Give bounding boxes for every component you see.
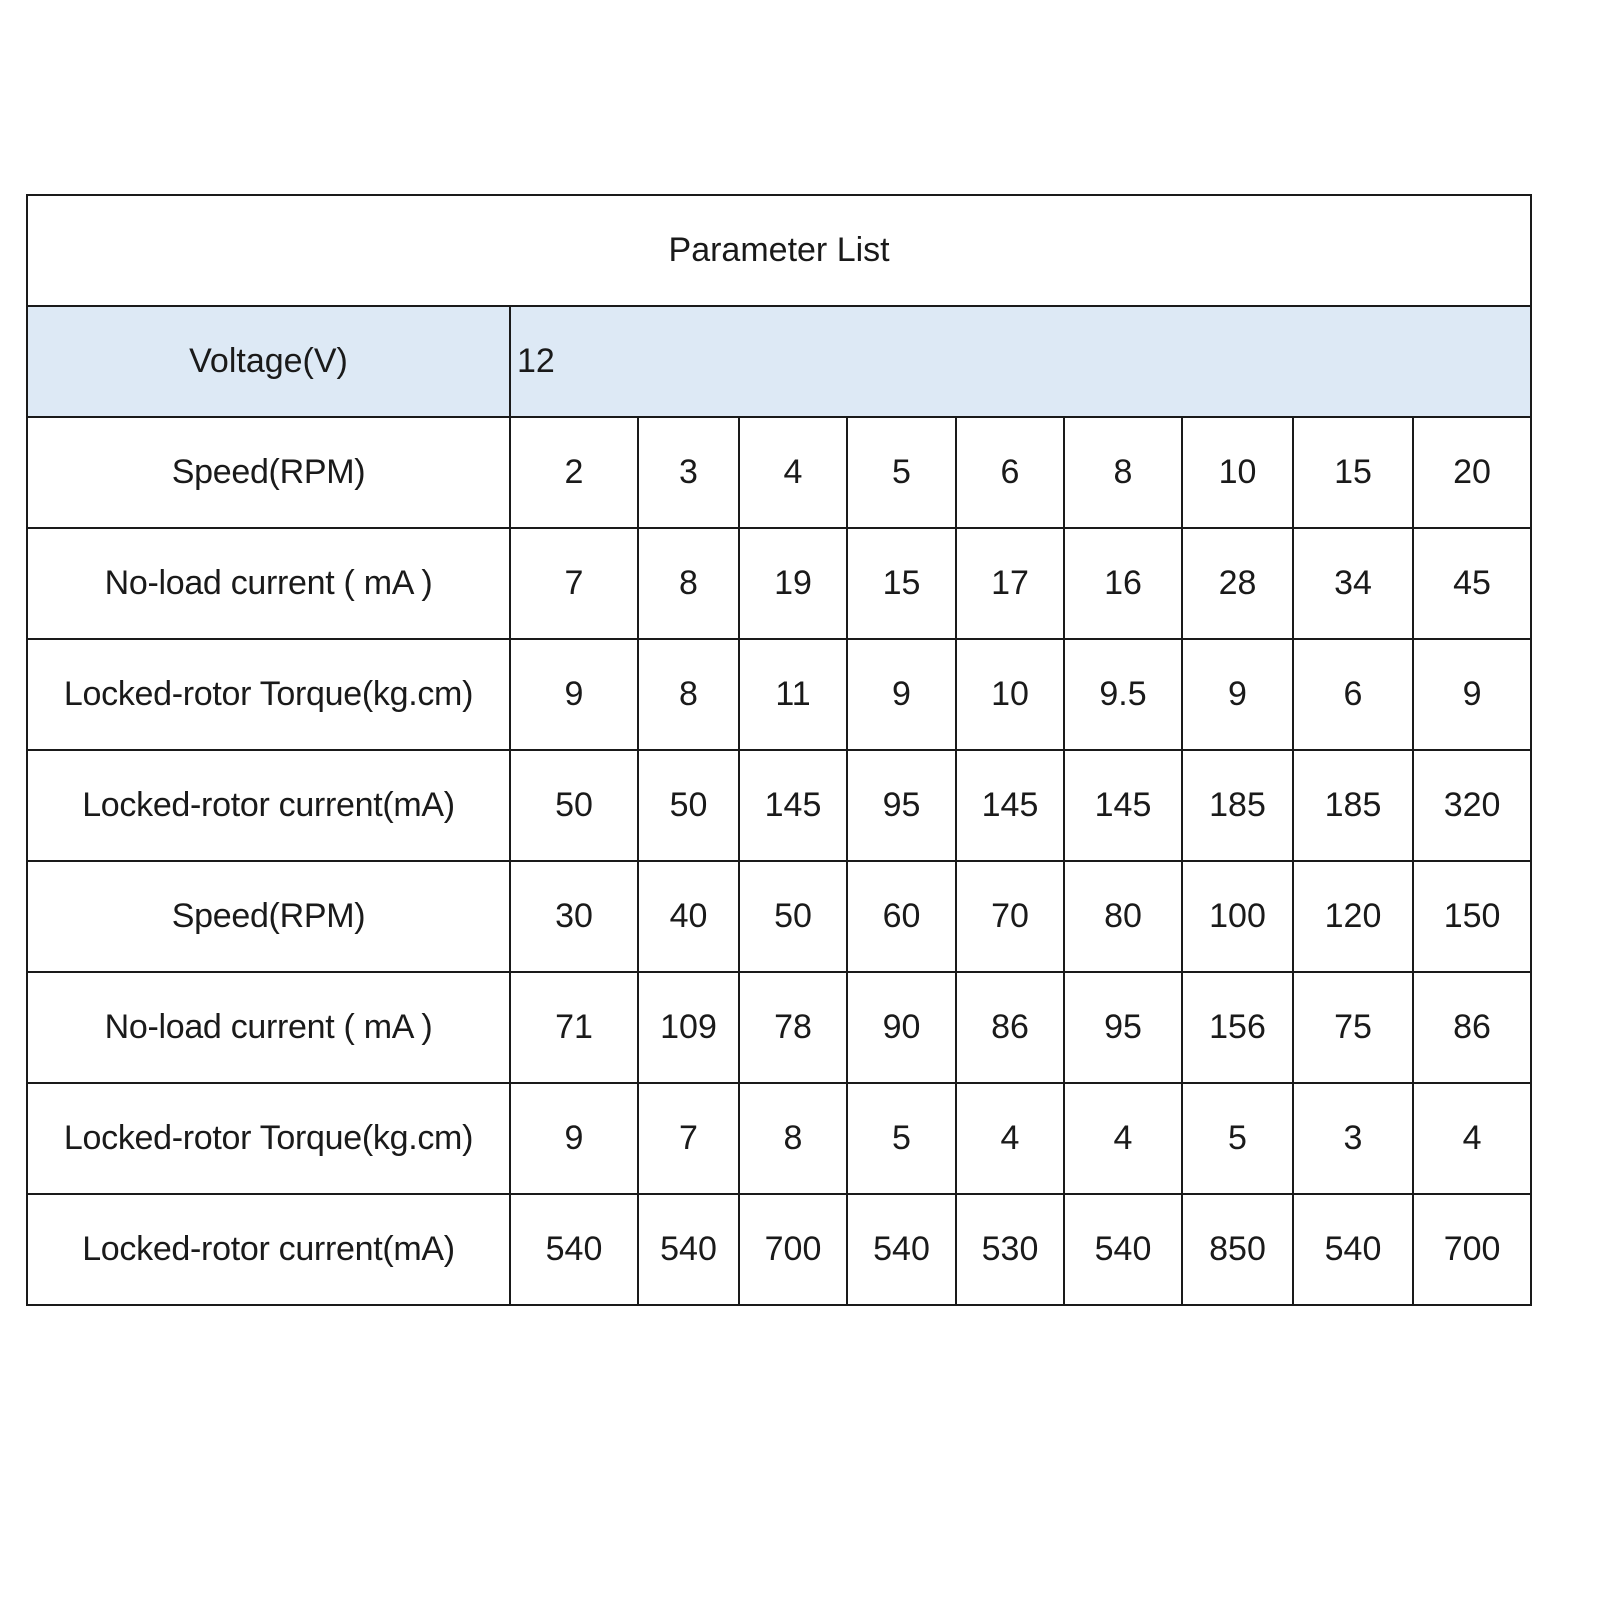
table-cell: 185 [1292,749,1414,862]
table-cell: 86 [955,971,1065,1084]
table-cell: 530 [955,1193,1065,1306]
table-cell: 850 [1181,1193,1294,1306]
table-cell: 8 [738,1082,848,1195]
table-cell: 19 [738,527,848,640]
table-cell: 150 [1411,860,1533,973]
row-label: No-load current ( mA ) [26,971,511,1084]
table-row: No-load current ( mA ) 71 109 78 90 86 95 156 75… [26,971,1533,1084]
table-cell: 5 [846,416,957,529]
table-cell: 109 [637,971,740,1084]
voltage-value: 12 [508,305,1533,418]
row-label: Speed(RPM) [26,416,511,529]
table-cell: 34 [1292,527,1414,640]
table-cell: 120 [1292,860,1414,973]
table-cell: 15 [846,527,957,640]
table-cell: 4 [955,1082,1065,1195]
table-cell: 10 [955,638,1065,751]
table-cell: 700 [738,1193,848,1306]
table-cell: 145 [738,749,848,862]
table-cell: 100 [1181,860,1294,973]
table-cell: 78 [738,971,848,1084]
table-cell: 6 [955,416,1065,529]
table-cell: 9 [1181,638,1294,751]
table-cell: 6 [1292,638,1414,751]
table-cell: 145 [955,749,1065,862]
table-cell: 45 [1411,527,1533,640]
table-cell: 16 [1063,527,1183,640]
table-cell: 30 [509,860,639,973]
table-cell: 50 [637,749,740,862]
table-title: Parameter List [25,194,1533,307]
table-cell: 8 [637,638,740,751]
table-cell: 4 [738,416,848,529]
table-cell: 50 [509,749,639,862]
table-cell: 540 [1292,1193,1414,1306]
table-cell: 145 [1063,749,1183,862]
table-cell: 9 [846,638,957,751]
table-cell: 75 [1292,971,1414,1084]
table-cell: 40 [637,860,740,973]
row-label: Speed(RPM) [26,860,511,973]
table-row: No-load current ( mA ) 7 8 19 15 17 16 28 34 45 [26,527,1533,640]
table-cell: 17 [955,527,1065,640]
table-cell: 80 [1063,860,1183,973]
table-cell: 9.5 [1063,638,1183,751]
table-cell: 60 [846,860,957,973]
table-row: Locked-rotor current(mA) 50 50 145 95 145 145 1… [26,749,1533,862]
table-row: Locked-rotor Torque(kg.cm) 9 8 11 9 10 9.5 9 6 9 [26,638,1533,751]
table-cell: 95 [1063,971,1183,1084]
table-cell: 11 [738,638,848,751]
voltage-label: Voltage(V) [26,305,511,418]
table-cell: 7 [509,527,639,640]
table-cell: 95 [846,749,957,862]
table-cell: 185 [1181,749,1294,862]
row-label: Locked-rotor Torque(kg.cm) [26,1082,511,1195]
table-cell: 28 [1181,527,1294,640]
table-cell: 90 [846,971,957,1084]
row-label: No-load current ( mA ) [26,527,511,640]
table-cell: 70 [955,860,1065,973]
table-row: Locked-rotor Torque(kg.cm) 9 7 8 5 4 4 5 3 4 [26,1082,1533,1195]
table-cell: 540 [637,1193,740,1306]
voltage-row: Voltage(V) 12 [26,305,1533,418]
table-cell: 7 [637,1082,740,1195]
table-cell: 156 [1181,971,1294,1084]
table-cell: 10 [1181,416,1294,529]
table-cell: 4 [1063,1082,1183,1195]
table-cell: 50 [738,860,848,973]
table-cell: 540 [1063,1193,1183,1306]
table-cell: 8 [637,527,740,640]
table-cell: 9 [1411,638,1533,751]
table-cell: 3 [637,416,740,529]
table-cell: 540 [846,1193,957,1306]
table-cell: 9 [509,638,639,751]
table-cell: 540 [509,1193,639,1306]
table-row: Locked-rotor current(mA) 540 540 700 540 530 5… [26,1193,1533,1306]
table-row: Speed(RPM) 2 3 4 5 6 8 10 15 20 [26,416,1533,529]
table-cell: 5 [1181,1082,1294,1195]
table-cell: 20 [1411,416,1533,529]
table-cell: 9 [509,1082,639,1195]
table-cell: 8 [1063,416,1183,529]
table-row: Speed(RPM) 30 40 50 60 70 80 100 120 150 [26,860,1533,973]
table-cell: 15 [1292,416,1414,529]
parameter-table: Parameter List Voltage(V) 12 Speed(RPM) 2… [25,194,1533,1306]
table-cell: 86 [1411,971,1533,1084]
row-label: Locked-rotor current(mA) [26,1193,511,1306]
row-label: Locked-rotor Torque(kg.cm) [26,638,511,751]
table-cell: 3 [1292,1082,1414,1195]
table-cell: 4 [1411,1082,1533,1195]
table-cell: 700 [1411,1193,1533,1306]
title-row: Parameter List [25,194,1533,307]
row-label: Locked-rotor current(mA) [26,749,511,862]
table-cell: 320 [1411,749,1533,862]
table-cell: 2 [509,416,639,529]
table-cell: 5 [846,1082,957,1195]
table-cell: 71 [509,971,639,1084]
